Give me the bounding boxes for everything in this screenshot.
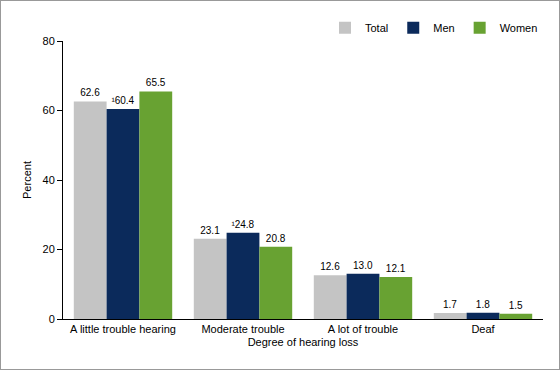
svg-text:Moderate trouble: Moderate trouble (201, 323, 284, 335)
svg-text:Deaf: Deaf (471, 323, 495, 335)
svg-text:A lot of trouble: A lot of trouble (328, 323, 398, 335)
svg-text:¹60.4: ¹60.4 (111, 95, 134, 106)
svg-text:62.6: 62.6 (80, 87, 100, 98)
svg-text:1.5: 1.5 (509, 300, 523, 311)
svg-text:Percent: Percent (21, 161, 33, 199)
svg-text:80: 80 (43, 35, 55, 47)
svg-text:12.6: 12.6 (320, 261, 340, 272)
svg-text:¹24.8: ¹24.8 (231, 219, 254, 230)
svg-text:Men: Men (433, 22, 454, 34)
svg-text:20: 20 (43, 243, 55, 255)
svg-text:Degree of hearing loss: Degree of hearing loss (248, 336, 359, 348)
svg-text:0: 0 (49, 313, 55, 325)
svg-text:A little trouble hearing: A little trouble hearing (70, 323, 176, 335)
svg-text:23.1: 23.1 (200, 225, 220, 236)
svg-text:12.1: 12.1 (386, 263, 406, 274)
svg-text:Women: Women (500, 22, 538, 34)
svg-text:Total: Total (365, 22, 388, 34)
svg-text:40: 40 (43, 174, 55, 186)
svg-text:60: 60 (43, 104, 55, 116)
svg-text:13.0: 13.0 (353, 260, 373, 271)
svg-text:1.8: 1.8 (476, 299, 490, 310)
svg-text:20.8: 20.8 (266, 233, 286, 244)
svg-text:65.5: 65.5 (146, 77, 166, 88)
svg-text:1.7: 1.7 (443, 299, 457, 310)
